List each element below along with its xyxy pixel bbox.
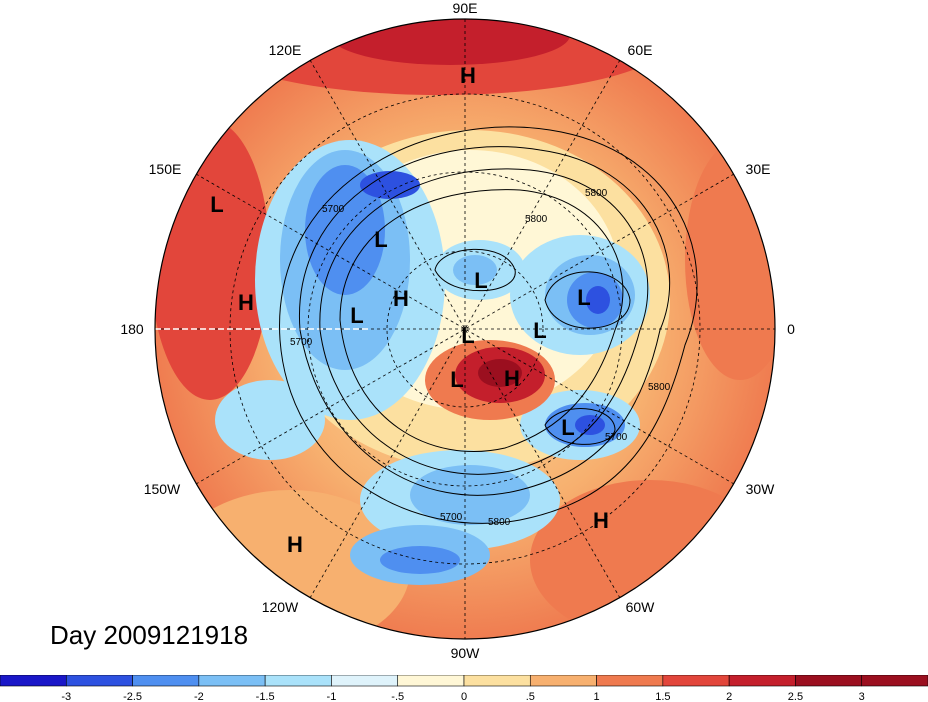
- pressure-center-label: L: [374, 227, 387, 252]
- pressure-center-label: L: [561, 415, 574, 440]
- pressure-center-label: L: [474, 268, 487, 293]
- pressure-center-label: H: [593, 508, 609, 533]
- contour-label: 5700: [605, 432, 628, 443]
- colorbar-tick-label: 2: [726, 691, 732, 702]
- colorbar-tick-label: .5: [526, 691, 535, 702]
- lon-label: 90W: [451, 645, 481, 661]
- colorbar-swatch: [264, 675, 332, 687]
- lon-label: 90E: [453, 0, 478, 16]
- colorbar-swatch: [132, 675, 200, 687]
- colorbar-swatch: [728, 675, 796, 687]
- colorbar-swatch: [65, 675, 133, 687]
- lon-label: 30W: [746, 481, 776, 497]
- graticule: [155, 19, 775, 639]
- colorbar-tick-label: -1.5: [256, 691, 275, 702]
- lon-label: 150W: [144, 481, 181, 497]
- colorbar: -3 -2.5 -2 -1.5 -1 -.5 0 .5 1 1.5 2 2.5 3: [0, 675, 928, 702]
- pressure-center-label: L: [577, 285, 590, 310]
- lon-label: 150E: [149, 161, 182, 177]
- colorbar-tick-label: -1: [327, 691, 337, 702]
- pressure-center-label: H: [504, 366, 520, 391]
- colorbar-tick-label: -2.5: [123, 691, 142, 702]
- pressure-center-label: L: [461, 323, 474, 348]
- pressure-center-label: H: [460, 63, 476, 88]
- pressure-center-label: L: [210, 192, 223, 217]
- colorbar-swatch: [529, 675, 597, 687]
- pressure-centers: H L H L L H L L L L L H L H H: [210, 63, 609, 557]
- lon-label: 60E: [628, 42, 653, 58]
- height-contours: [279, 126, 698, 524]
- lon-label: 180: [120, 321, 144, 337]
- contour-label: 5800: [525, 214, 548, 225]
- longitude-labels: 90E 60E 30E 0 30W 60W 90W 120W 150W 180 …: [120, 0, 795, 661]
- colorbar-swatch: [198, 675, 266, 687]
- contour-label: 5700: [290, 337, 313, 348]
- contour-label: 5800: [585, 188, 608, 199]
- pressure-center-label: L: [450, 367, 463, 392]
- pressure-center-label: H: [287, 532, 303, 557]
- pressure-center-label: H: [238, 290, 254, 315]
- lon-label: 120E: [269, 42, 302, 58]
- contour-label: 5700: [440, 512, 463, 523]
- colorbar-swatch: [596, 675, 664, 687]
- colorbar-swatch: [0, 675, 67, 687]
- colorbar-tick-label: -.5: [391, 691, 404, 702]
- colorbar-tick-label: -3: [61, 691, 71, 702]
- lon-label: 120W: [262, 599, 299, 615]
- colorbar-swatch: [331, 675, 399, 687]
- contour-label: 5700: [322, 204, 345, 215]
- colorbar-swatch: [861, 675, 928, 687]
- contour-label: 5800: [648, 382, 671, 393]
- colorbar-swatch: [795, 675, 863, 687]
- colorbar-tick-label: 1.5: [655, 691, 670, 702]
- pressure-center-label: L: [350, 303, 363, 328]
- lon-label: 60W: [626, 599, 656, 615]
- contour-labels: 5700 5800 5800 5700 5700 5800 5700 5800: [290, 188, 671, 528]
- colorbar-swatch: [662, 675, 730, 687]
- lon-label: 0: [787, 321, 795, 337]
- colorbar-tick-label: 2.5: [788, 691, 803, 702]
- contour-label: 5800: [488, 517, 511, 528]
- colorbar-swatch: [463, 675, 531, 687]
- colorbar-tick-label: 0: [461, 691, 467, 702]
- map-boundary: [154, 18, 776, 640]
- colorbar-tick-label: 1: [594, 691, 600, 702]
- colorbar-tick-label: 3: [859, 691, 865, 702]
- colorbar-tick-label: -2: [194, 691, 204, 702]
- colorbar-swatch: [397, 675, 465, 687]
- day-title: Day 2009121918: [50, 620, 249, 650]
- lon-label: 30E: [746, 161, 771, 177]
- pressure-center-label: H: [393, 286, 409, 311]
- pressure-center-label: L: [533, 318, 546, 343]
